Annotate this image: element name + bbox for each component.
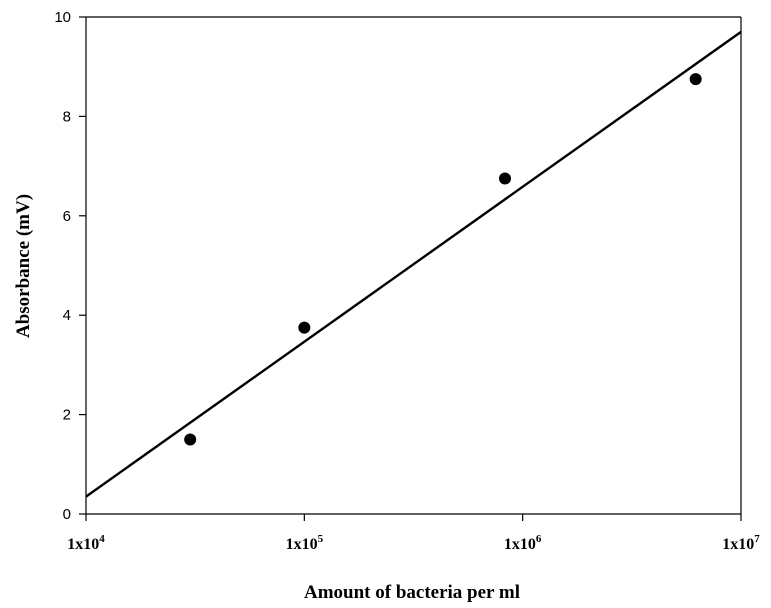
y-axis-title: Absorbance (mV) [13,194,34,338]
data-point [298,321,311,334]
y-tick-label: 4 [63,307,71,324]
x-tick-label: 1x104 [67,533,105,553]
y-tick-label: 2 [63,407,71,424]
axes: 0 2 4 6 8 10 1x104 1x105 1x106 1x107 [54,9,760,553]
data-point [689,73,702,86]
x-tick-label: 1x106 [504,533,542,553]
data-point [184,433,197,446]
y-tick-label: 8 [63,108,71,125]
y-tick-label: 10 [54,9,71,26]
data-point [498,172,511,185]
x-axis-title: Amount of bacteria per ml [304,582,520,603]
x-tick-label: 1x105 [286,533,324,553]
y-tick-label: 0 [63,506,71,523]
data-marks [85,30,742,498]
y-tick-label: 6 [63,208,71,225]
fit-line [85,30,742,498]
x-tick-label: 1x107 [722,533,760,553]
